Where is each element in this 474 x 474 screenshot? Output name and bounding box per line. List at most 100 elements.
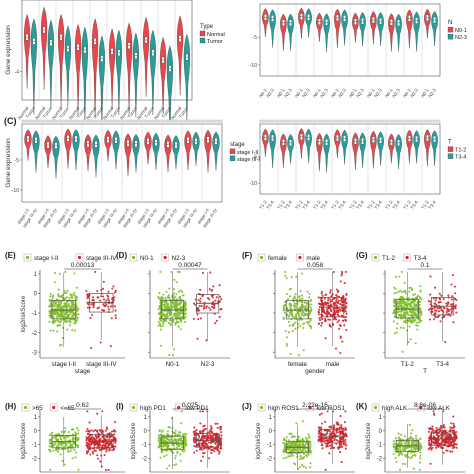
data-point xyxy=(427,300,431,303)
data-point xyxy=(454,304,457,307)
data-point xyxy=(213,447,216,450)
data-point xyxy=(431,428,434,431)
data-point xyxy=(166,430,169,433)
legend-dot xyxy=(259,255,264,260)
data-point xyxy=(337,310,340,313)
data-point xyxy=(308,436,311,440)
data-point xyxy=(114,441,117,444)
data-point xyxy=(344,433,347,436)
data-point xyxy=(289,305,292,308)
data-point xyxy=(446,309,449,312)
data-point xyxy=(401,350,404,353)
y-tick-label: 1 xyxy=(379,415,383,421)
data-point xyxy=(61,313,64,316)
x-tick-label: T1-2 xyxy=(402,199,412,210)
legend-swatch xyxy=(229,148,236,154)
data-point xyxy=(158,429,162,432)
data-point xyxy=(336,302,339,305)
data-point xyxy=(399,326,402,329)
data-point xyxy=(214,322,217,325)
data-point xyxy=(89,453,92,456)
data-point xyxy=(400,440,403,443)
data-point xyxy=(76,310,79,313)
violin xyxy=(262,128,269,157)
violin xyxy=(269,129,276,169)
data-point xyxy=(335,297,338,300)
data-point xyxy=(198,304,201,307)
data-point xyxy=(343,421,346,424)
data-point xyxy=(213,304,216,307)
x-tick-label: T1-2 xyxy=(420,199,430,210)
x-tick-label: Tumor xyxy=(93,105,105,119)
legend-label: T3-4 xyxy=(455,155,466,161)
data-point xyxy=(185,433,188,436)
data-point xyxy=(86,427,89,431)
data-point xyxy=(169,440,173,444)
data-point xyxy=(323,297,326,300)
data-point xyxy=(73,329,77,332)
data-point xyxy=(407,303,410,306)
data-point xyxy=(285,342,288,346)
data-point xyxy=(442,311,445,314)
data-point xyxy=(327,307,330,310)
data-point xyxy=(326,430,329,433)
violin xyxy=(24,13,31,89)
data-point xyxy=(309,440,312,443)
legend-label: low PD1 xyxy=(185,405,209,412)
data-point xyxy=(285,456,288,459)
data-point xyxy=(171,316,174,319)
data-point xyxy=(440,441,443,444)
data-point xyxy=(61,316,64,319)
data-point xyxy=(176,316,179,319)
data-point xyxy=(406,302,409,305)
data-point xyxy=(451,298,454,301)
data-point xyxy=(48,434,51,437)
data-point xyxy=(75,319,78,322)
x-axis-title: T xyxy=(423,368,427,375)
data-point xyxy=(56,324,59,327)
data-point xyxy=(159,270,162,274)
data-point xyxy=(331,298,334,301)
data-point xyxy=(302,349,305,352)
data-point xyxy=(174,454,177,457)
data-point xyxy=(211,434,214,437)
data-point xyxy=(406,329,409,332)
legend-label: male xyxy=(306,255,320,262)
data-point xyxy=(440,436,443,439)
x-tick-label: T1-2 xyxy=(401,361,414,368)
data-point xyxy=(167,426,170,429)
data-point xyxy=(114,317,117,320)
data-point xyxy=(419,448,422,451)
data-point xyxy=(107,305,110,308)
box-panel-i: (H) >65 <=65 1 0 -1 -2 log2riskScore 0.62 xyxy=(5,402,125,473)
data-point xyxy=(107,443,110,446)
x-tick-label: T3-4 xyxy=(374,199,384,210)
data-point xyxy=(199,300,202,303)
data-point xyxy=(305,313,308,316)
data-point xyxy=(168,464,171,467)
x-tick-label: N0-1 xyxy=(294,87,304,98)
data-point xyxy=(445,431,448,435)
data-point xyxy=(330,310,333,313)
y-tick-label: 1 xyxy=(34,272,38,278)
data-point xyxy=(442,298,445,301)
data-point xyxy=(86,444,89,447)
data-point xyxy=(344,438,347,441)
data-point xyxy=(455,446,458,449)
data-point xyxy=(53,436,56,439)
violin xyxy=(359,12,366,47)
data-point xyxy=(394,275,398,278)
data-point xyxy=(440,294,443,297)
data-point xyxy=(48,320,51,323)
legend-label: T1-2 xyxy=(455,148,466,154)
data-point xyxy=(297,354,300,357)
data-point xyxy=(412,301,415,304)
data-point xyxy=(402,297,405,300)
data-point xyxy=(309,306,312,309)
data-point xyxy=(103,304,106,307)
data-point xyxy=(63,441,66,444)
violin xyxy=(32,130,40,173)
violin xyxy=(72,129,80,171)
data-point xyxy=(332,313,335,316)
x-tick-label: N0-1 xyxy=(420,87,430,98)
